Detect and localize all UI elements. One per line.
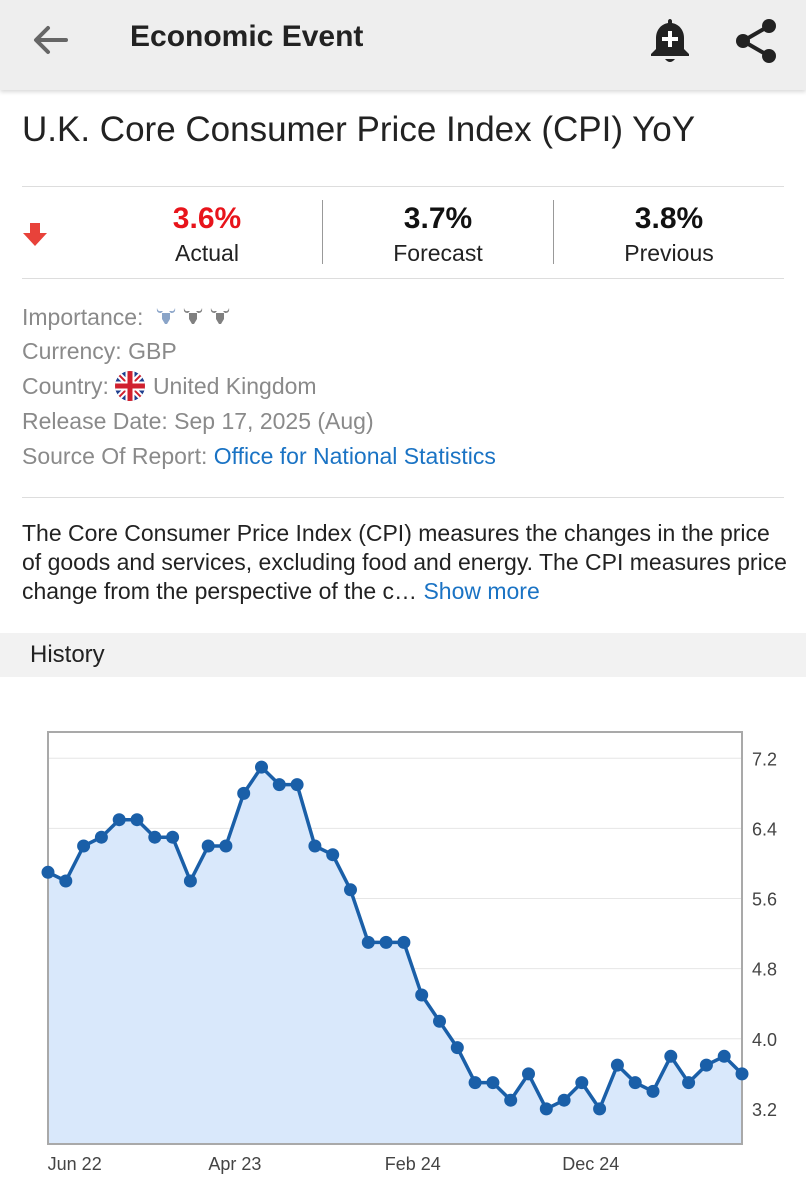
y-tick-label: 6.4 [752, 819, 777, 839]
data-point [593, 1102, 607, 1116]
data-point [557, 1093, 571, 1107]
importance-row: Importance: [22, 302, 232, 334]
bull-icon [183, 307, 203, 324]
down-arrow-icon [23, 223, 47, 246]
data-point [308, 839, 322, 853]
history-header: History [0, 633, 806, 677]
currency-label: Currency: [22, 338, 122, 364]
data-point [59, 874, 73, 888]
source-row: Source Of Report: Office for National St… [22, 441, 496, 471]
data-point [486, 1076, 500, 1090]
event-title: U.K. Core Consumer Price Index (CPI) YoY [22, 110, 696, 149]
source-link[interactable]: Office for National Statistics [213, 443, 496, 469]
data-point [575, 1076, 589, 1090]
x-tick-label: Jun 22 [48, 1154, 102, 1174]
y-tick-label: 7.2 [752, 749, 777, 769]
data-point [610, 1058, 624, 1072]
add-alert-bell-icon[interactable] [648, 16, 692, 66]
data-point [682, 1076, 696, 1090]
data-point [433, 1014, 446, 1028]
release-date-value: Sep 17, 2025 (Aug) [174, 408, 374, 434]
y-tick-label: 4.8 [752, 960, 777, 980]
currency-value: GBP [128, 338, 177, 364]
currency-row: Currency: GBP [22, 336, 177, 366]
data-point [130, 813, 144, 827]
data-point [522, 1067, 535, 1081]
history-chart: 7.2 6.4 5.6 4.8 4.0 3.2 Jun 22 Apr 23 Feb 24 Dec … [41, 731, 777, 1174]
importance-label: Importance: [22, 304, 144, 330]
uk-flag-icon [114, 370, 145, 401]
data-point [628, 1076, 642, 1090]
x-tick-label: Feb 24 [385, 1154, 441, 1174]
data-point [290, 778, 304, 792]
history-label: History [30, 641, 105, 668]
actual-stat: 3.6% Actual [92, 200, 322, 268]
data-point [450, 1041, 464, 1055]
data-point [183, 874, 197, 888]
data-point [379, 935, 393, 949]
y-tick-label: 4.0 [752, 1030, 777, 1050]
data-point [219, 839, 233, 853]
app-bar-title: Economic Event [130, 20, 364, 53]
share-icon[interactable] [734, 18, 778, 64]
importance-bulls [154, 304, 232, 334]
event-description: The Core Consumer Price Index (CPI) meas… [22, 519, 792, 606]
release-date-label: Release Date: [22, 408, 168, 434]
divider [22, 497, 784, 498]
data-point [717, 1049, 731, 1063]
bull-icon [210, 307, 230, 324]
series-line [47, 765, 744, 1111]
data-point [94, 830, 108, 844]
data-point [77, 839, 91, 853]
data-point [237, 786, 251, 800]
x-tick-label: Apr 23 [208, 1154, 261, 1174]
plot-border [47, 731, 743, 1145]
forecast-value: 3.7% [403, 202, 473, 235]
data-point [468, 1076, 482, 1090]
previous-label: Previous [624, 240, 714, 266]
data-point [735, 1067, 749, 1081]
back-arrow-icon[interactable] [30, 22, 70, 58]
x-tick-label: Dec 24 [562, 1154, 619, 1174]
divider [22, 186, 784, 187]
actual-label: Actual [175, 240, 239, 266]
app-bar: Economic Event [0, 0, 806, 90]
release-date-row: Release Date: Sep 17, 2025 (Aug) [22, 406, 374, 436]
previous-stat: 3.8% Previous [554, 200, 784, 268]
actual-value: 3.6% [172, 202, 242, 235]
show-more-link[interactable]: Show more [423, 578, 540, 604]
data-point [112, 813, 126, 827]
y-tick-label: 3.2 [752, 1100, 777, 1120]
series-area [48, 767, 742, 1144]
data-point [361, 935, 375, 949]
data-point [201, 839, 215, 853]
country-value: United Kingdom [152, 373, 317, 399]
divider [22, 278, 784, 279]
data-point [255, 760, 268, 774]
data-point [504, 1093, 518, 1107]
data-point [664, 1049, 678, 1063]
data-point [326, 848, 340, 862]
data-point [41, 865, 55, 879]
source-label: Source Of Report: [22, 443, 208, 469]
data-point [148, 830, 162, 844]
data-point [397, 935, 411, 949]
bull-icon [156, 307, 176, 324]
description-text: The Core Consumer Price Index (CPI) meas… [22, 520, 787, 604]
forecast-stat: 3.7% Forecast [323, 200, 553, 268]
divider [322, 200, 323, 264]
forecast-label: Forecast [393, 240, 483, 266]
data-point [166, 830, 180, 844]
data-point [272, 778, 286, 792]
country-label: Country: [22, 373, 109, 399]
data-point [539, 1102, 553, 1116]
previous-value: 3.8% [634, 202, 704, 235]
country-row: Country: United Kingdom [22, 370, 317, 403]
data-point [699, 1058, 713, 1072]
divider [553, 200, 554, 264]
y-tick-label: 5.6 [752, 890, 777, 910]
data-point [415, 988, 429, 1002]
data-point [646, 1084, 660, 1098]
data-point [344, 883, 357, 897]
